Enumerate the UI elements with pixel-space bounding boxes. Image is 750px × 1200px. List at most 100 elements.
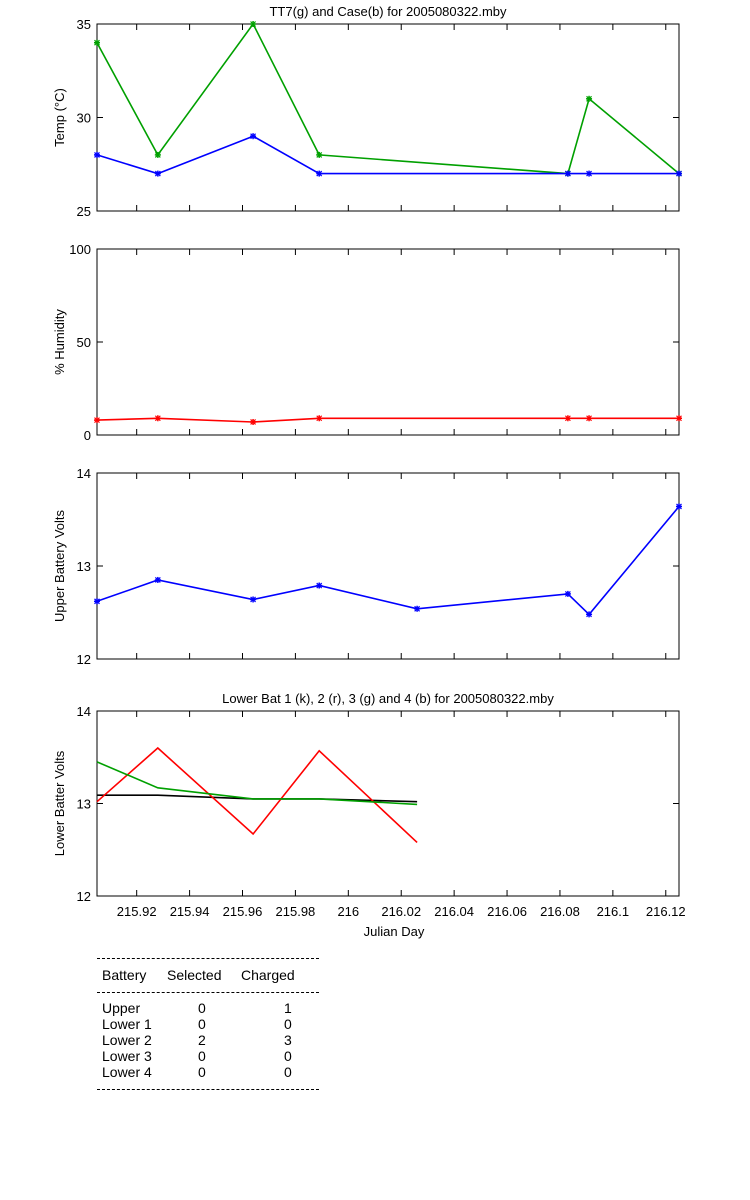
x-tick-label: 215.94 — [170, 904, 210, 919]
data-point — [94, 598, 100, 605]
data-point — [250, 21, 257, 27]
data-point-marker — [586, 170, 592, 177]
data-point-marker — [94, 151, 100, 158]
cell-charged: 0 — [284, 1064, 292, 1080]
y-tick-label: 50 — [77, 335, 91, 350]
data-point — [250, 418, 257, 425]
series-line — [96, 505, 680, 616]
data-point-marker — [586, 415, 592, 422]
y-tick-label: 100 — [69, 242, 91, 257]
header-charged: Charged — [241, 967, 295, 983]
data-point — [676, 170, 682, 177]
data-point-marker — [316, 170, 323, 177]
cell-battery: Lower 3 — [102, 1048, 152, 1064]
data-point — [414, 605, 421, 612]
plot-frame — [96, 248, 680, 436]
data-point — [586, 611, 593, 618]
y-axis-label: Temp (°C) — [52, 88, 67, 147]
chart-title: Lower Bat 1 (k), 2 (r), 3 (g) and 4 (b) … — [222, 691, 554, 706]
y-axis-label: % Humidity — [52, 309, 67, 375]
cell-selected: 0 — [198, 1064, 206, 1080]
data-point — [316, 415, 323, 422]
table-row: Upper 0 1 — [97, 1000, 319, 1016]
data-point-marker — [564, 590, 571, 597]
data-point-marker — [676, 503, 682, 510]
table-header-row: Battery Selected Charged — [97, 967, 319, 983]
data-point-marker — [250, 419, 257, 425]
data-point — [154, 170, 161, 177]
x-tick-label: 216.08 — [540, 904, 580, 919]
table-row: Lower 4 0 0 — [97, 1064, 319, 1080]
data-point-marker — [250, 133, 257, 140]
data-point-marker — [676, 415, 682, 422]
cell-battery: Lower 4 — [102, 1064, 152, 1080]
data-point-marker — [250, 596, 257, 603]
x-tick-label: 215.92 — [117, 904, 157, 919]
chart-panel-4: 12 13 14 215.92 215.94 215.96 215.98 216 216.02 2… — [52, 691, 686, 939]
table-row: Lower 3 0 0 — [97, 1048, 319, 1064]
x-tick-label: 215.98 — [276, 904, 316, 919]
y-tick-label: 0 — [84, 428, 91, 443]
chart-title: TT7(g) and Case(b) for 2005080322.mby — [269, 4, 507, 19]
data-point — [94, 417, 100, 424]
data-point — [94, 151, 100, 158]
data-point-marker — [564, 415, 571, 422]
data-point — [250, 133, 257, 140]
y-axis-label: Lower Batter Volts — [52, 750, 67, 856]
data-point — [316, 170, 323, 177]
cell-charged: 0 — [284, 1048, 292, 1064]
data-point-marker — [586, 611, 592, 618]
data-point-marker — [94, 417, 100, 424]
y-tick-label: 14 — [77, 704, 91, 719]
data-point — [250, 596, 257, 603]
data-point-marker — [414, 605, 421, 612]
x-tick-label: 216.1 — [597, 904, 630, 919]
data-point — [676, 503, 682, 510]
table-rule-top — [97, 958, 319, 959]
cell-selected: 0 — [198, 1048, 206, 1064]
data-point-marker — [586, 95, 592, 102]
table-row: Lower 1 0 0 — [97, 1016, 319, 1032]
y-axis-label: Upper Battery Volts — [52, 510, 67, 622]
cell-charged: 0 — [284, 1016, 292, 1032]
y-tick-label: 12 — [77, 652, 91, 667]
chart-panel-3: 12 13 14 Upper Battery Volts — [52, 466, 682, 667]
data-point — [316, 582, 323, 589]
x-tick-label: 215.96 — [223, 904, 263, 919]
cell-charged: 1 — [284, 1000, 292, 1016]
cell-battery: Lower 1 — [102, 1016, 152, 1032]
cell-battery: Lower 2 — [102, 1032, 152, 1048]
data-point-marker — [154, 170, 161, 177]
data-point — [154, 151, 161, 158]
data-point-marker — [316, 151, 323, 158]
y-tick-label: 35 — [77, 17, 91, 32]
table-rule-bottom — [97, 1089, 319, 1090]
data-point-marker — [154, 151, 161, 158]
data-point-marker — [564, 170, 571, 177]
y-tick-label: 30 — [77, 111, 91, 126]
header-battery: Battery — [102, 967, 147, 983]
y-tick-label: 13 — [77, 559, 91, 574]
cell-battery: Upper — [102, 1000, 141, 1016]
x-tick-label: 216.04 — [434, 904, 474, 919]
table-rule-header — [97, 992, 319, 993]
x-axis-label: Julian Day — [364, 924, 425, 939]
chart-panel-2: 0 50 100 % Humidity — [52, 242, 682, 443]
y-tick-label: 13 — [77, 797, 91, 812]
header-selected: Selected — [167, 967, 222, 983]
y-tick-label: 25 — [77, 204, 91, 219]
data-point-marker — [94, 39, 100, 46]
cell-charged: 3 — [284, 1032, 292, 1048]
series-line — [96, 135, 679, 175]
data-point-marker — [316, 415, 323, 422]
x-tick-label: 216 — [337, 904, 359, 919]
data-point-marker — [94, 598, 100, 605]
data-point — [564, 590, 571, 597]
series-line — [96, 761, 418, 806]
data-point — [94, 39, 100, 46]
data-point-marker — [316, 582, 323, 589]
data-point — [676, 415, 682, 422]
cell-selected: 2 — [198, 1032, 206, 1048]
data-point — [154, 576, 161, 583]
